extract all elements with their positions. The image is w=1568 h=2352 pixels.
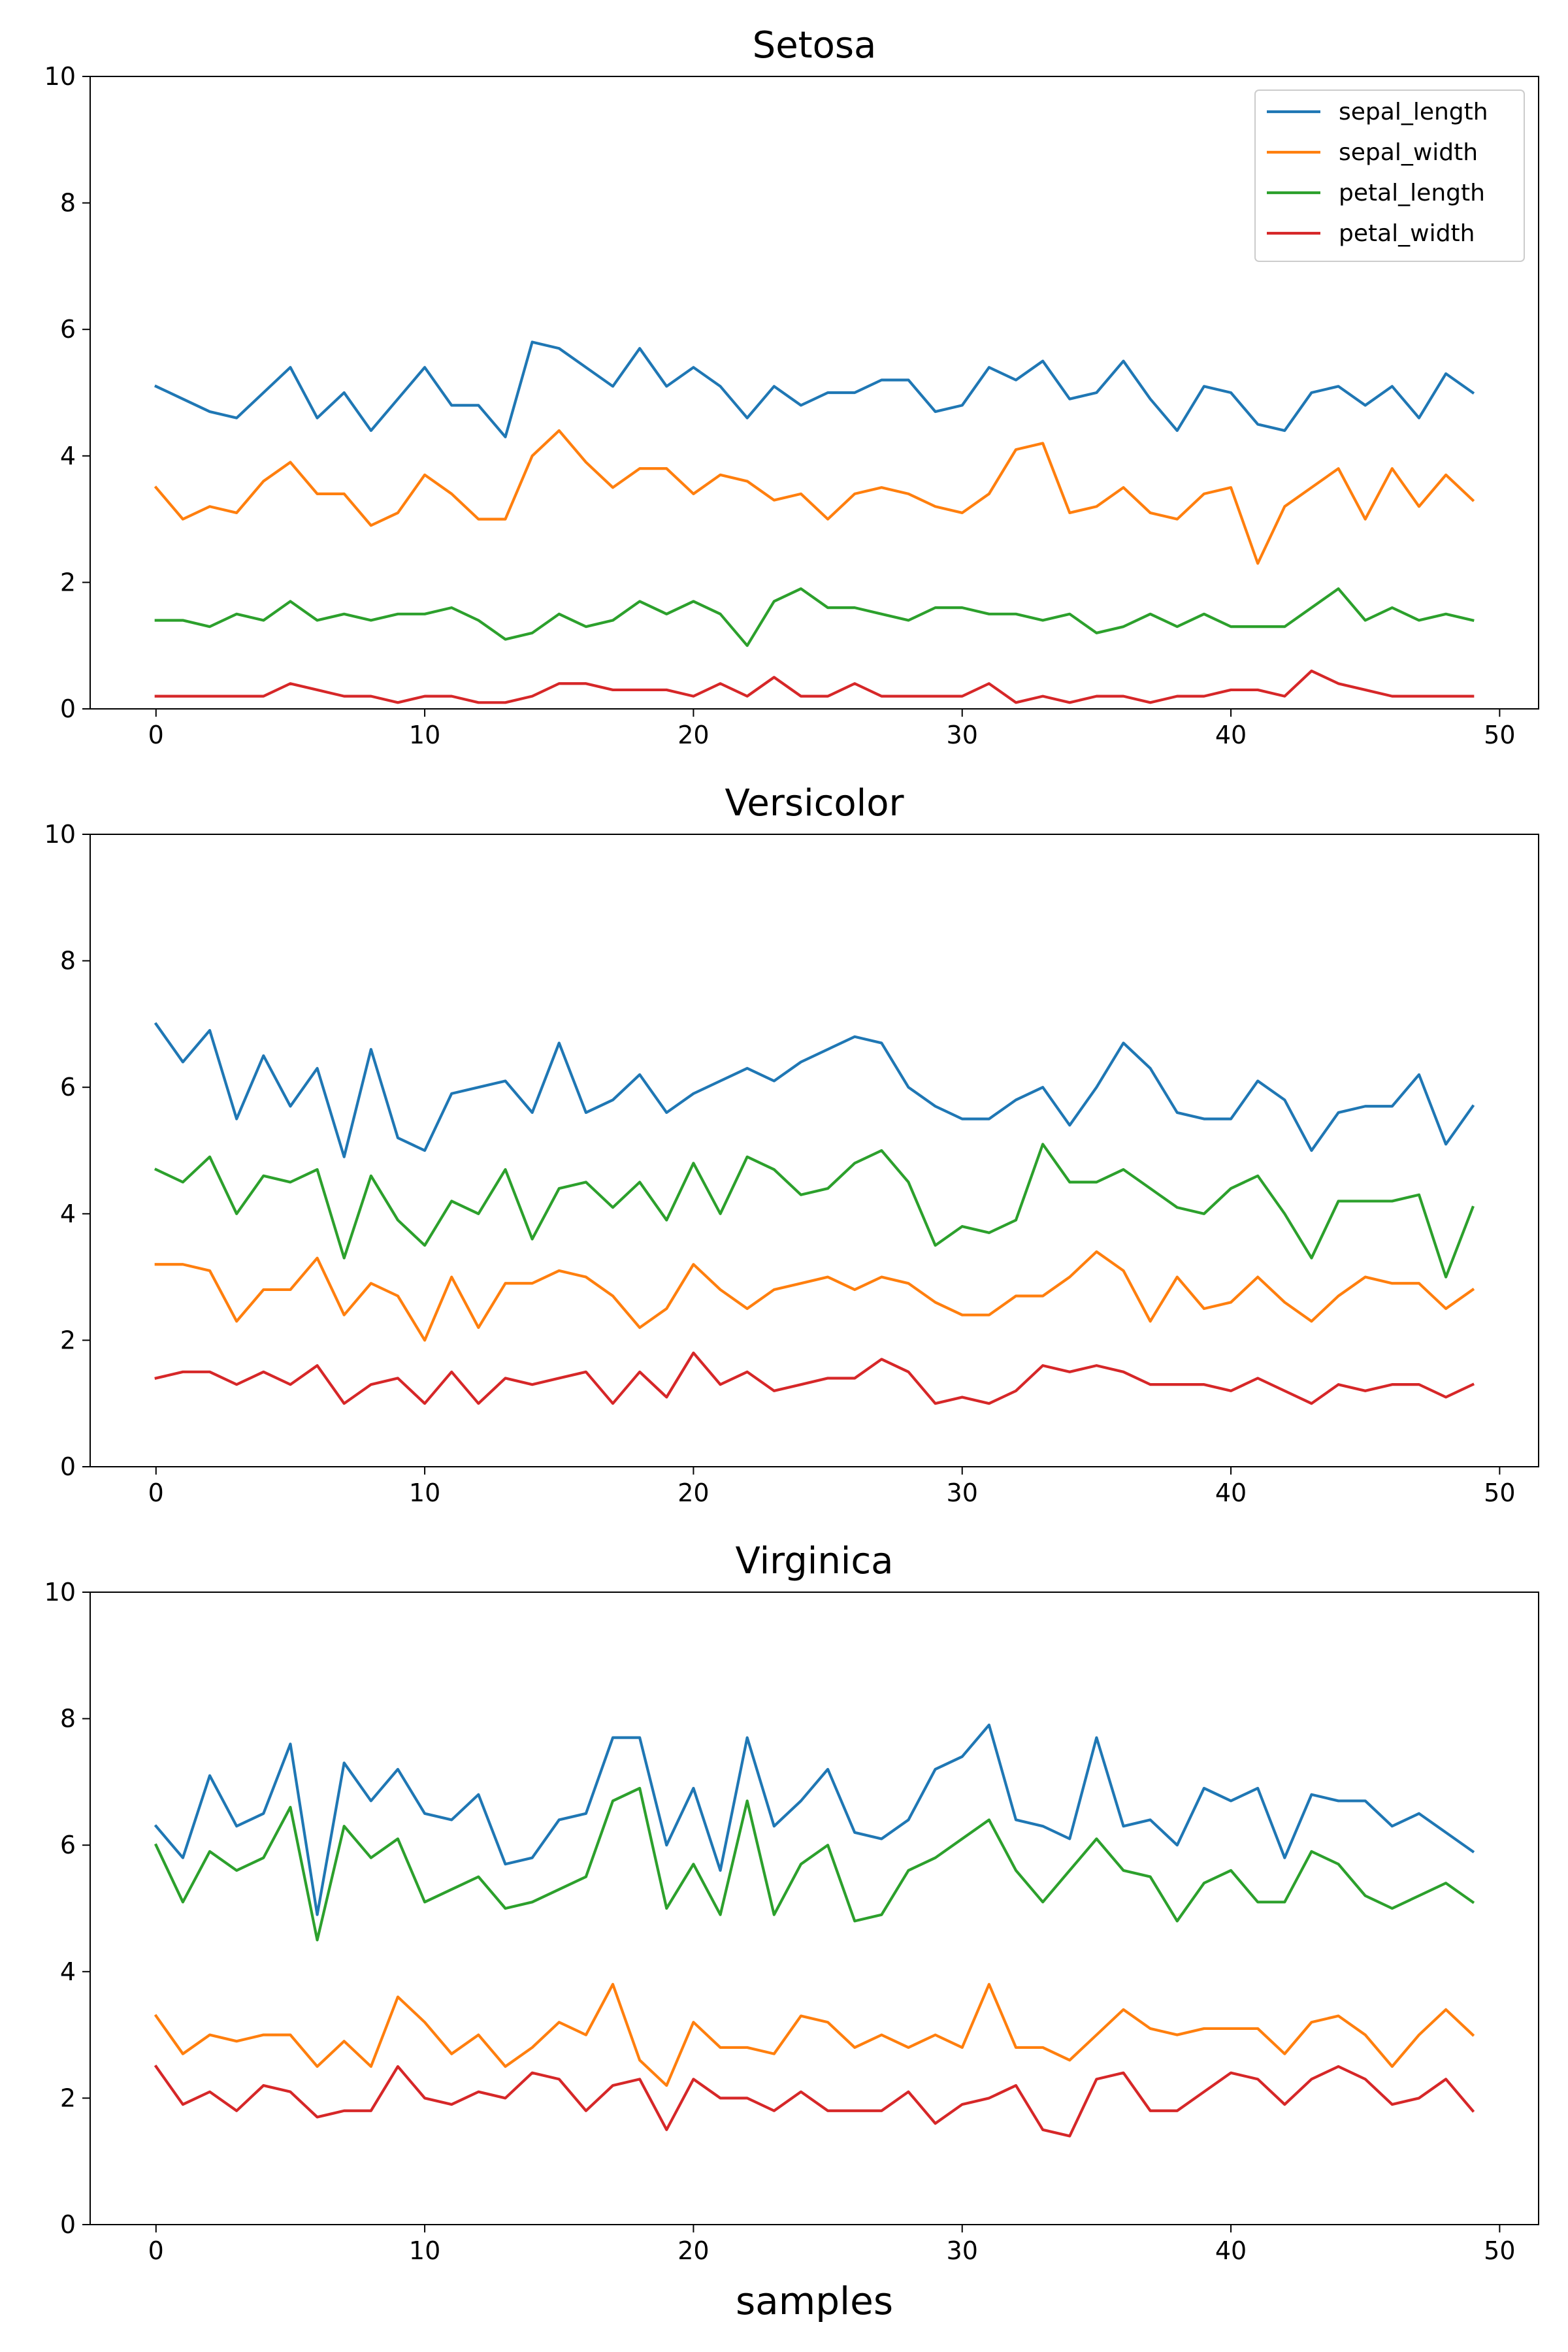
legend-setosa: sepal_length sepal_width petal_lengthpetal… [1254, 90, 1525, 262]
series-line-series-2-virginica [154, 1786, 1475, 1942]
x-tick-label-20-virginica: 20 [678, 2236, 709, 2265]
x-tick-label-50-virginica: 50 [1484, 2236, 1515, 2265]
y-tick-label-0-virginica: 0 [60, 2210, 76, 2239]
chart-title-setosa: Setosa [753, 24, 877, 67]
y-tick-label-2-setosa: 2 [60, 568, 76, 596]
y-tick-label-4-versicolor: 4 [60, 1200, 76, 1228]
y-tick-label-2-versicolor: 2 [60, 1326, 76, 1354]
x-tick-label-30-virginica: 30 [947, 2236, 978, 2265]
x-tick-label-0-versicolor: 0 [148, 1478, 164, 1507]
y-tick-label-10-setosa: 10 [44, 62, 76, 91]
series-line-sepal-width-setosa [154, 429, 1475, 565]
y-tick-label-10-versicolor: 10 [44, 820, 76, 849]
chart-title-virginica: Virginica [736, 1540, 894, 1582]
y-tick-label-8-setosa: 8 [60, 189, 76, 218]
legend-entry-petal-length: petal_length [1339, 180, 1485, 206]
y-tick-label-10-virginica: 10 [44, 1578, 76, 1607]
x-tick-label-20-setosa: 20 [678, 721, 709, 749]
x-tick-label-40-versicolor: 40 [1215, 1478, 1247, 1507]
y-tick-label-6-setosa: 6 [60, 315, 76, 344]
x-tick-label-40-setosa: 40 [1215, 721, 1247, 749]
y-tick-label-4-virginica: 4 [60, 1957, 76, 1986]
x-tick-label-0-virginica: 0 [148, 2236, 164, 2265]
legend-entry-petal-width: petal_width [1339, 220, 1475, 247]
plot-frame-versicolor [90, 834, 1539, 1467]
x-tick-label-30-versicolor: 30 [947, 1478, 978, 1507]
series-line-series-3-versicolor [154, 1351, 1475, 1405]
legend-entry-sepal-length: sepal_length [1339, 99, 1488, 125]
panel-versicolor: 0 10 20 30 40 50 0 2 4 6 8 10 Versicolor [44, 782, 1539, 1507]
series-line-sepal-length-setosa [154, 340, 1475, 438]
x-tick-label-10-versicolor: 10 [409, 1478, 440, 1507]
legend-entry-sepal-width: sepal_width [1339, 139, 1478, 166]
x-tick-label-40-virginica: 40 [1215, 2236, 1247, 2265]
chart-title-versicolor: Versicolor [725, 782, 904, 825]
series-line-series-0-versicolor [154, 1022, 1475, 1158]
legend-box [1254, 90, 1525, 262]
series-line-series-2-versicolor [154, 1143, 1475, 1279]
y-tick-label-2-virginica: 2 [60, 2083, 76, 2112]
x-tick-label-50-versicolor: 50 [1484, 1478, 1515, 1507]
y-tick-label-8-versicolor: 8 [60, 947, 76, 975]
y-tick-label-8-virginica: 8 [60, 1705, 76, 1733]
x-tick-label-50-setosa: 50 [1484, 721, 1515, 749]
y-tick-label-0-versicolor: 0 [60, 1452, 76, 1481]
plot-frame-setosa [90, 76, 1539, 710]
y-tick-label-4-setosa: 4 [60, 442, 76, 470]
panel-setosa: 0 10 20 30 40 500246810Setosasepal_lengthsepa… [44, 24, 1539, 749]
series-line-petal-width-setosa [154, 669, 1475, 704]
x-tick-label-10-setosa: 10 [409, 721, 440, 749]
series-line-series-0-virginica [154, 1723, 1475, 1916]
x-tick-label-20-versicolor: 20 [678, 1478, 709, 1507]
series-line-petal-length-setosa [154, 587, 1475, 647]
series-line-series-1-virginica [154, 1983, 1475, 2087]
y-tick-label-0-setosa: 0 [60, 694, 76, 723]
panel-virginica: 0 10 20 30 40 50 0 2 4 6 8 10 Virginica samples [44, 1540, 1539, 2323]
y-tick-label-6-virginica: 6 [60, 1831, 76, 1859]
y-tick-label-6-versicolor: 6 [60, 1073, 76, 1102]
series-line-series-1-versicolor [154, 1250, 1475, 1342]
x-tick-label-30-setosa: 30 [947, 721, 978, 749]
series-line-series-3-virginica [154, 2065, 1475, 2138]
x-tick-label-0-setosa: 0 [148, 721, 164, 749]
plot-frame-virginica [90, 1592, 1539, 2225]
x-axis-label-virginica: samples [736, 2279, 893, 2323]
x-tick-label-10-virginica: 10 [409, 2236, 440, 2265]
